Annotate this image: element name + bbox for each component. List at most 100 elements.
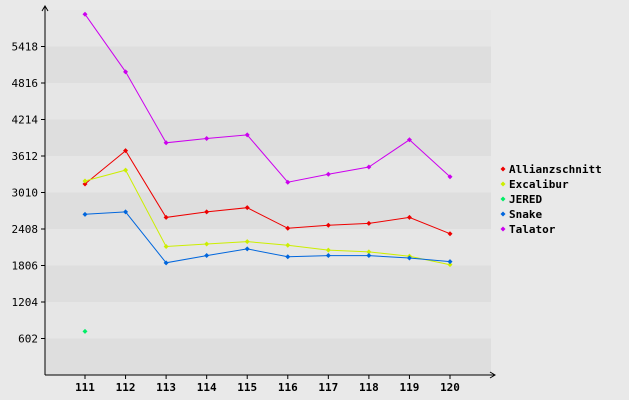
legend-item: Allianzschnitt bbox=[500, 163, 602, 176]
data-point bbox=[123, 148, 129, 154]
data-point bbox=[204, 253, 210, 259]
data-point bbox=[163, 214, 169, 220]
data-point bbox=[366, 253, 372, 259]
series-line bbox=[84, 169, 451, 266]
legend-marker bbox=[500, 196, 506, 202]
y-tick-label: 602 bbox=[18, 333, 38, 346]
x-tick-label: 112 bbox=[116, 381, 136, 394]
x-tick-label: 118 bbox=[359, 381, 379, 394]
data-point bbox=[244, 132, 250, 138]
data-point bbox=[447, 259, 453, 265]
legend-item: Excalibur bbox=[500, 178, 569, 191]
data-point bbox=[325, 247, 331, 253]
data-point bbox=[325, 171, 331, 177]
data-point bbox=[447, 262, 453, 268]
data-point bbox=[325, 222, 331, 228]
plot-band bbox=[45, 302, 491, 339]
data-point bbox=[447, 231, 453, 237]
x-axis-ticks: 111 112 113 114 115 116 117 118 119 120 bbox=[75, 375, 460, 394]
data-point bbox=[285, 225, 291, 231]
axes bbox=[41, 5, 496, 379]
data-point bbox=[163, 260, 169, 266]
series-line bbox=[84, 211, 451, 264]
plot-band bbox=[45, 338, 491, 375]
data-point bbox=[204, 136, 210, 142]
plot-band bbox=[45, 265, 491, 302]
legend-marker bbox=[500, 226, 506, 232]
data-point bbox=[163, 243, 169, 249]
series-allianzschnitt bbox=[82, 148, 453, 237]
x-tick-label: 120 bbox=[440, 381, 460, 394]
data-point bbox=[406, 214, 412, 220]
plot-band bbox=[45, 83, 491, 120]
series-layer bbox=[82, 11, 453, 334]
data-point bbox=[285, 242, 291, 248]
data-point bbox=[82, 211, 88, 217]
data-point bbox=[204, 209, 210, 215]
y-tick-label: 1806 bbox=[12, 260, 39, 273]
data-point bbox=[123, 167, 129, 173]
y-tick-label: 3010 bbox=[12, 187, 39, 200]
plot-band bbox=[45, 119, 491, 156]
series-talator bbox=[82, 11, 453, 185]
legend-marker bbox=[500, 211, 506, 217]
series-line bbox=[84, 149, 451, 235]
x-tick-label: 116 bbox=[278, 381, 298, 394]
y-axis-ticks: 602 1204 1806 2408 3010 3612 4214 4816 5418 bbox=[12, 41, 45, 346]
x-tick-label: 113 bbox=[156, 381, 176, 394]
x-tick-label: 114 bbox=[197, 381, 217, 394]
legend-marker bbox=[500, 181, 506, 187]
x-tick-label: 111 bbox=[75, 381, 95, 394]
legend-label: Talator bbox=[509, 223, 556, 236]
data-point bbox=[82, 11, 88, 17]
y-axis-arrow bbox=[41, 5, 49, 12]
y-tick-label: 4214 bbox=[12, 114, 39, 127]
series-line bbox=[84, 13, 451, 183]
plot-band bbox=[45, 46, 491, 83]
x-axis-arrow bbox=[489, 371, 496, 379]
data-point bbox=[82, 181, 88, 187]
data-point bbox=[244, 239, 250, 245]
plot-band bbox=[45, 156, 491, 193]
data-point bbox=[123, 209, 129, 215]
x-tick-label: 119 bbox=[400, 381, 420, 394]
legend-label: Snake bbox=[509, 208, 542, 221]
x-tick-label: 117 bbox=[318, 381, 338, 394]
y-tick-label: 5418 bbox=[12, 41, 39, 54]
data-point bbox=[366, 249, 372, 255]
data-point bbox=[325, 253, 331, 259]
legend-item: Talator bbox=[500, 223, 556, 236]
data-point bbox=[244, 246, 250, 252]
data-point bbox=[406, 255, 412, 261]
legend: Allianzschnitt Excalibur JERED Snake Talator bbox=[500, 163, 602, 236]
data-point bbox=[204, 241, 210, 247]
legend-marker bbox=[500, 166, 506, 172]
data-point bbox=[366, 220, 372, 226]
plot-background-bands bbox=[45, 10, 491, 375]
data-point bbox=[285, 254, 291, 260]
data-point bbox=[82, 328, 88, 334]
legend-item: JERED bbox=[500, 193, 542, 206]
data-point bbox=[244, 205, 250, 211]
data-point bbox=[406, 137, 412, 143]
data-point bbox=[447, 174, 453, 180]
data-point bbox=[82, 178, 88, 184]
legend-label: Allianzschnitt bbox=[509, 163, 602, 176]
data-point bbox=[163, 140, 169, 146]
legend-label: Excalibur bbox=[509, 178, 569, 191]
series-jered bbox=[82, 328, 88, 334]
data-point bbox=[123, 69, 129, 75]
plot-band bbox=[45, 10, 491, 47]
y-tick-label: 4816 bbox=[12, 77, 39, 90]
y-tick-label: 1204 bbox=[12, 296, 39, 309]
y-tick-label: 3612 bbox=[12, 150, 39, 163]
y-tick-label: 2408 bbox=[12, 223, 39, 236]
legend-label: JERED bbox=[509, 193, 542, 206]
plot-band bbox=[45, 229, 491, 266]
data-point bbox=[285, 179, 291, 185]
plot-band bbox=[45, 192, 491, 229]
data-point bbox=[366, 164, 372, 170]
series-snake bbox=[82, 209, 453, 266]
